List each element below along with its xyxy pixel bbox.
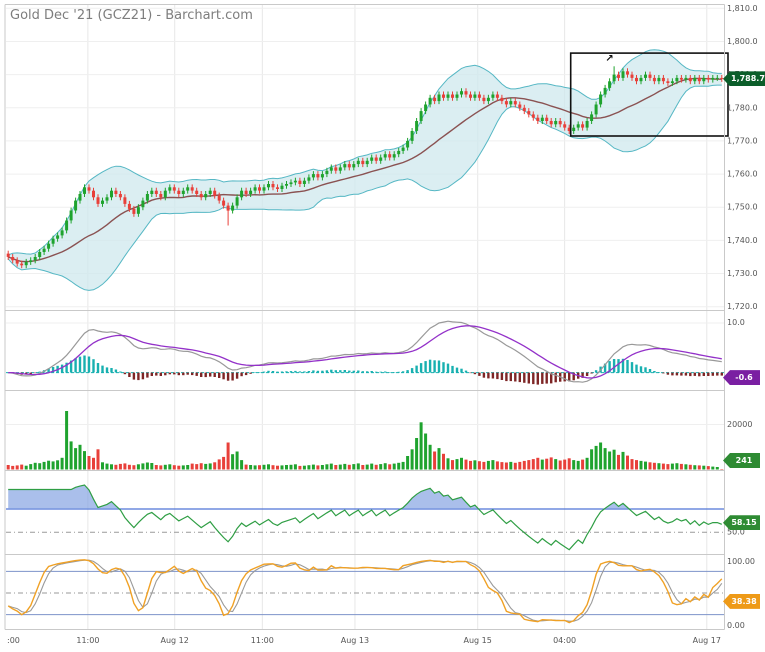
price-axis-label: 1,750.0: [727, 203, 758, 212]
price-axis-label: 1,720.0: [727, 302, 758, 311]
rsi-line: [8, 484, 723, 551]
price-axis-label: 1,730.0: [727, 269, 758, 278]
price-axis-label: 1,760.0: [727, 170, 758, 179]
candlestick-layer: [6, 66, 724, 269]
annotation-arrow[interactable]: ↗: [605, 53, 613, 64]
bollinger-lower: [7, 84, 722, 291]
rsi-panel: [6, 484, 724, 551]
moving-average-line: [7, 77, 722, 263]
rsi-badge: 58.15: [723, 515, 760, 531]
macd-axis-label: 10.0: [727, 318, 745, 327]
price-axis-label: 1,800.0: [727, 37, 758, 46]
price-axis-label: 1,740.0: [727, 236, 758, 245]
price-axis-label: 1,780.0: [727, 103, 758, 112]
x-axis-label: 04:00: [553, 636, 576, 645]
macd-line: [8, 320, 722, 383]
stochastic-panel: [6, 559, 724, 624]
bollinger-upper: [8, 49, 722, 256]
chart-title: Gold Dec '21 (GCZ21) - Barchart.com: [10, 8, 253, 23]
volume-layer: [6, 411, 724, 470]
stoch-axis-label: 0.00: [727, 621, 745, 630]
x-axis-label: 11:00: [251, 636, 274, 645]
x-axis-label: 11:00: [76, 636, 99, 645]
stoch-badge: 38.38: [723, 593, 760, 609]
x-axis-label: :00: [7, 636, 20, 645]
price-axis-label: 1,810.0: [727, 4, 758, 13]
macd-signal-line: [8, 325, 722, 379]
rsi-overbought-fill: [8, 485, 722, 509]
x-axis-label: Aug 13: [341, 636, 369, 645]
macd-panel: [6, 320, 724, 385]
stochastic-k-line: [7, 559, 723, 624]
bollinger-fill: [8, 49, 722, 291]
price-badge: 1,788.7: [723, 71, 765, 87]
price-axis-label: 1,770.0: [727, 136, 758, 145]
annotation-box[interactable]: [569, 52, 729, 137]
volume-badge: 241: [723, 453, 760, 468]
x-axis-label: Aug 17: [693, 636, 721, 645]
stoch-axis-label: 100.00: [727, 557, 755, 566]
volume-axis-label: 20000: [727, 420, 752, 429]
rsi-axis-label: 50.0: [727, 528, 745, 537]
x-axis-label: Aug 15: [464, 636, 492, 645]
x-axis-label: Aug 12: [161, 636, 189, 645]
stochastic-d-line: [8, 559, 723, 622]
macd-badge: -0.6: [723, 370, 760, 386]
